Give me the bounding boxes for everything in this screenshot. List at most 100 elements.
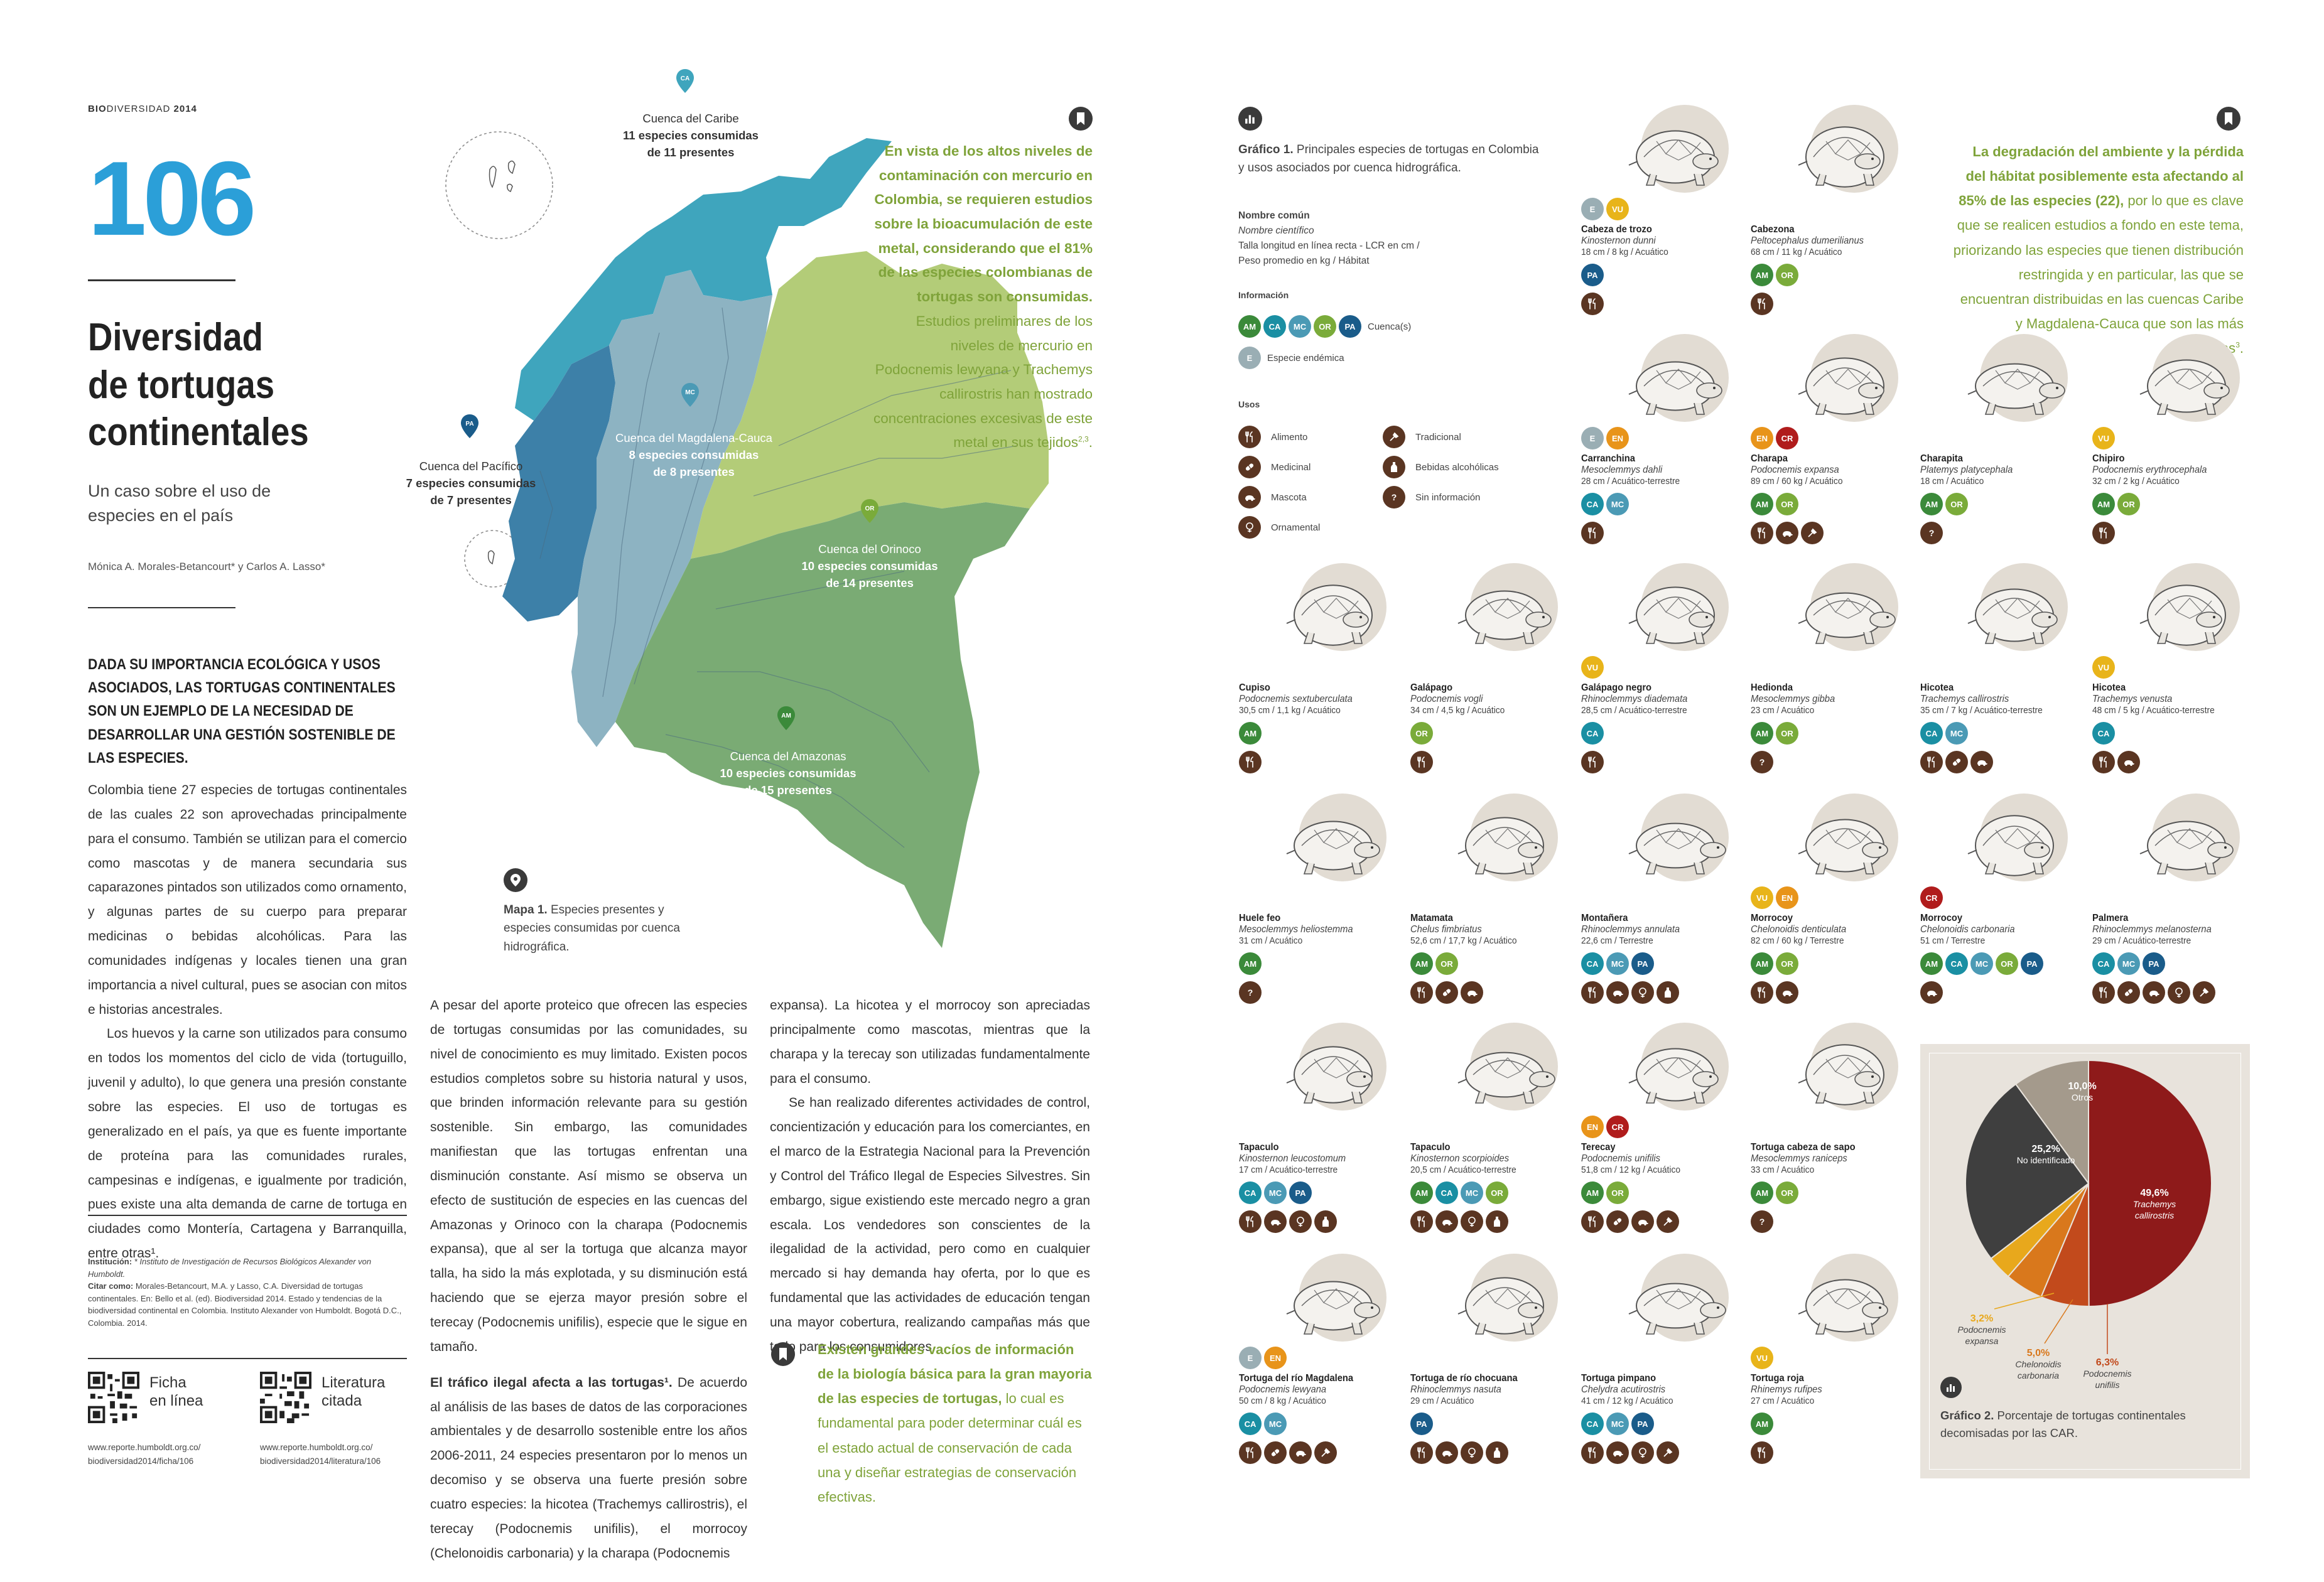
conservation-status: EN CR — [1581, 1116, 1631, 1138]
species-measurements: 51,8 cm / 12 kg / Acuático — [1581, 1165, 1681, 1175]
map-caption: Mapa 1. Especies presentes y especies co… — [504, 903, 680, 954]
legend-use-item: Ornamental — [1238, 516, 1320, 539]
authors: Mónica A. Morales-Betancourt* y Carlos A… — [88, 561, 325, 573]
svg-text:?: ? — [1392, 492, 1397, 502]
basin-badge: AM — [1920, 952, 1943, 975]
use-list: ? — [1751, 751, 1920, 775]
turtle-illustration-icon — [1788, 104, 1901, 198]
basin-badge: AM — [1239, 722, 1262, 745]
fork-knife-icon — [1581, 981, 1604, 1004]
turtle-illustration-icon — [1788, 333, 1901, 427]
fork-knife-icon — [1410, 1210, 1433, 1233]
fork-knife-icon — [2092, 981, 2115, 1004]
qr-url[interactable]: www.reporte.humboldt.org.co/biodiversida… — [88, 1443, 201, 1466]
map-label-caribe: Cuenca del Caribe 11 especies consumidas d… — [623, 112, 759, 159]
pie-slice — [2014, 1059, 2089, 1186]
traditional-icon — [1801, 522, 1824, 544]
fork-knife-icon — [1238, 426, 1261, 448]
basin-list: CA MC PA — [1581, 952, 1751, 976]
legend-use-item: Bebidas alcohólicas — [1383, 456, 1499, 478]
svg-text:PA: PA — [465, 421, 473, 428]
bottle-icon — [1486, 1210, 1508, 1233]
species-common-name: Tortuga de río chocuana — [1410, 1373, 1518, 1384]
species-scientific-name: Kinosternon dunni — [1581, 235, 1656, 246]
basin-list: CA MC — [1920, 722, 2090, 746]
grafico2-panel: 49,6% Trachemys callirostris 6,3% Podocnemis… — [1920, 1044, 2250, 1478]
svg-text:AM: AM — [781, 713, 791, 719]
ornament-icon — [1461, 1210, 1483, 1233]
qr-url[interactable]: www.reporte.humboldt.org.co/biodiversida… — [260, 1443, 381, 1466]
basin-badge: OR — [1435, 952, 1458, 975]
basin-list: AM — [1239, 722, 1408, 746]
turtle-illustration-icon — [1619, 104, 1732, 198]
basin-badge: MC — [1606, 952, 1629, 975]
species-measurements: 51 cm / Terrestre — [1920, 935, 1986, 946]
species-measurements: 23 cm / Acuático — [1751, 705, 1815, 716]
species-scientific-name: Rhinoclemmys nasuta — [1410, 1384, 1501, 1395]
pie-label: Trachemys — [2133, 1199, 2176, 1209]
medicine-icon — [1264, 1441, 1287, 1464]
species-scientific-name: Podocnemis unifilis — [1581, 1153, 1660, 1164]
location-icon — [504, 868, 527, 892]
basin-badge: AM — [1751, 493, 1773, 515]
status-badge: E — [1581, 427, 1604, 449]
basin-badge: AM — [1920, 493, 1943, 515]
species-common-name: Palmera — [2092, 913, 2129, 923]
conservation-status: VU — [1751, 1347, 1776, 1369]
map-label-orinoco: Cuenca del Orinoco 10 especies consumidas… — [801, 542, 938, 589]
basin-badge: PA — [1631, 1412, 1654, 1435]
map-label-magdalena: Cuenca del Magdalena-Cauca 8 especies con… — [615, 431, 772, 478]
pie-label: callirostris — [2135, 1210, 2174, 1220]
species-measurements: 31 cm / Acuático — [1239, 935, 1303, 946]
status-badge: VU — [1606, 198, 1629, 220]
legend-uses: Alimento Medicinal Mascota Ornamental Tradic… — [1238, 426, 1533, 551]
basin-list: CA MC — [1581, 493, 1751, 517]
svg-text:?: ? — [1248, 987, 1253, 998]
pie-label: No identificado — [2017, 1155, 2075, 1165]
basin-list: AM OR — [1751, 264, 1920, 288]
use-list — [1581, 522, 1751, 546]
question-icon: ? — [1239, 981, 1262, 1004]
species-scientific-name: Podocnemis vogli — [1410, 694, 1483, 704]
use-list — [2092, 981, 2262, 1005]
qr-code-icon — [88, 1372, 139, 1423]
basin-badge: OR — [1996, 952, 2018, 975]
species-measurements: 17 cm / Acuático-terrestre — [1239, 1165, 1338, 1175]
bookmark-icon — [2217, 107, 2240, 131]
species-common-name: Morrocoy — [1920, 913, 1963, 923]
status-badge: EN — [1751, 427, 1773, 449]
basin-badge: CA — [1239, 1412, 1262, 1435]
map-label-pacifico: Cuenca del Pacífico 7 especies consumidas… — [406, 460, 536, 507]
species-common-name: Tapaculo — [1239, 1142, 1279, 1153]
basin-map-graphic — [445, 131, 1049, 948]
basin-badge: OR — [1486, 1181, 1508, 1204]
pie-leader-line — [2044, 1299, 2073, 1344]
fork-knife-icon — [1410, 751, 1433, 773]
turtle-illustration-icon — [1448, 562, 1561, 656]
pet-icon — [1435, 1441, 1458, 1464]
pet-icon — [1970, 751, 1993, 773]
basin-badge: AM — [1410, 952, 1433, 975]
basin-badge: MC — [1970, 952, 1993, 975]
basin-badge: CA — [1581, 1412, 1604, 1435]
basin-list: AM OR — [1751, 952, 1920, 976]
fork-knife-icon — [1751, 981, 1773, 1004]
map-pin-icon: CA — [676, 69, 694, 96]
svg-text:?: ? — [1759, 757, 1765, 767]
lead-text: DADA SU IMPORTANCIA ECOLÓGICA Y USOS ASO… — [88, 656, 396, 767]
info-title: Información — [1238, 290, 1289, 300]
bottle-icon — [1657, 981, 1679, 1004]
basin-badge: OR — [1776, 722, 1798, 745]
turtle-illustration-icon — [1619, 792, 1732, 886]
pie-label: 25,2% — [2031, 1144, 2060, 1154]
species-common-name: Tortuga del río Magdalena — [1239, 1373, 1354, 1384]
basin-badge: AM — [2092, 493, 2115, 515]
species-measurements: 50 cm / 8 kg / Acuático — [1239, 1396, 1326, 1406]
legend-use-item: Tradicional — [1383, 426, 1461, 448]
conservation-status: E EN — [1581, 427, 1631, 449]
pie-label: Chelonoidis — [2015, 1359, 2061, 1369]
species-common-name: Tapaculo — [1410, 1142, 1451, 1153]
basin-badge: AM — [1581, 1181, 1604, 1204]
bottle-icon — [1486, 1441, 1508, 1464]
turtle-illustration-icon — [1619, 562, 1732, 656]
